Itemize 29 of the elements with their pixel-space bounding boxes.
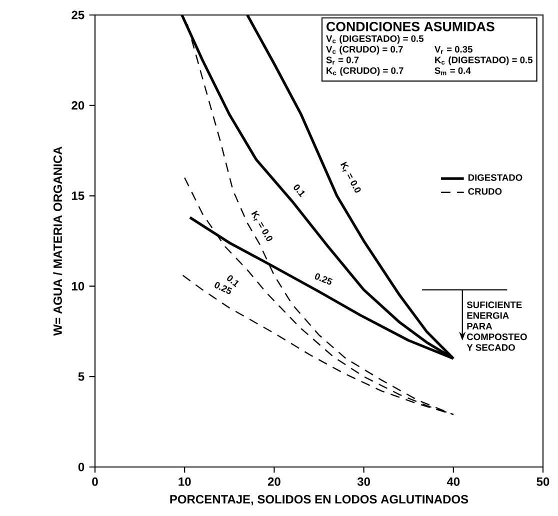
x-tick-label: 0 xyxy=(92,477,98,486)
legend-label: DIGESTADO xyxy=(468,174,522,181)
x-tick-label: 30 xyxy=(357,477,370,486)
y-tick-label: 25 xyxy=(72,10,84,20)
x-tick-label: 10 xyxy=(178,477,191,486)
x-axis-title: PORCENTAJE, SOLIDOS EN LODOS AGLUTINADOS xyxy=(170,495,468,506)
annotation: K$_{c}$ (CRUDO) = 0.7 xyxy=(326,67,404,76)
x-tick-label: 40 xyxy=(446,477,460,486)
y-tick-label: 0 xyxy=(78,462,84,472)
y-axis-title: W= AGUA / MATERIA ORGANICA xyxy=(53,146,62,336)
legend-label: CRUDO xyxy=(468,188,502,195)
annotation: S$_{m}$ = 0.4 xyxy=(434,67,471,76)
annotation: S$_{r}$ = 0.7 xyxy=(326,56,359,64)
annotation: 0.1 xyxy=(294,184,305,198)
y-tick-label: 15 xyxy=(72,192,84,200)
y-tick-label: 5 xyxy=(78,372,84,381)
annotation: K$_{c}$ (DIGESTADO) = 0.5 xyxy=(435,56,533,66)
annotation: V$_{c}$ (DIGESTADO) = 0.5 xyxy=(326,35,424,44)
y-tick-label: 20 xyxy=(72,101,84,110)
annotation: K$_{r}$ = 0.0 xyxy=(251,210,272,242)
annotation: V$_{c}$ (CRUDO) = 0.7 xyxy=(326,46,403,54)
y-tick-label: 10 xyxy=(72,282,84,290)
ref-line-label: SUFICIENTE ENERGIA PARA COMPOSTEO Y SECADO xyxy=(466,302,527,351)
x-tick-label: 50 xyxy=(536,477,550,486)
annotation: 0.25 xyxy=(314,273,333,285)
annotation: CONDICIONES ASUMIDAS xyxy=(326,22,494,32)
annotation: V$_{r}$ = 0.35 xyxy=(434,46,472,54)
x-tick-label: 20 xyxy=(268,477,280,486)
annotation: K$_{r}$ = 0.0 xyxy=(340,162,361,193)
